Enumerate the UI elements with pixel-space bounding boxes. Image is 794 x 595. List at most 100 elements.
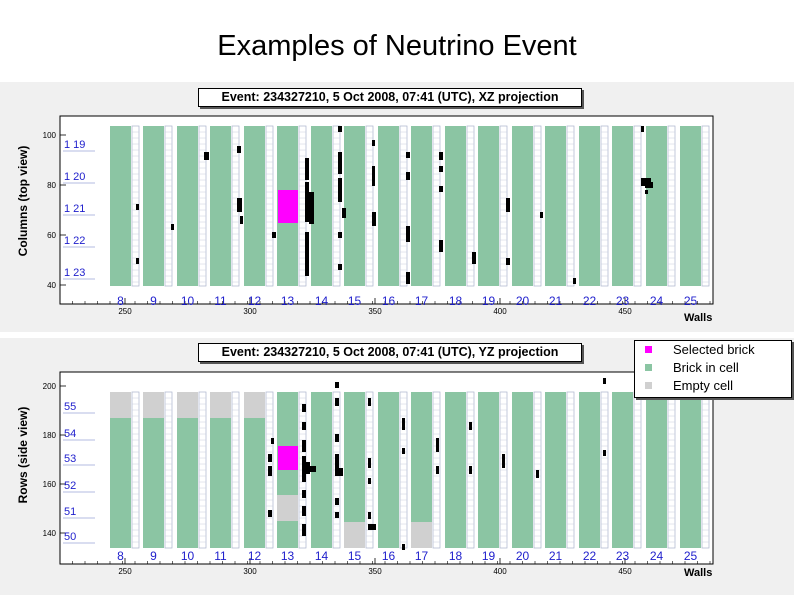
hit-mark xyxy=(406,226,410,242)
hit-mark xyxy=(335,512,339,518)
hit-mark xyxy=(406,272,410,284)
y-tick-label: 160 xyxy=(43,480,57,489)
x-tick-label: 300 xyxy=(243,307,257,316)
x-tick-label: 450 xyxy=(618,567,632,576)
empty-cell xyxy=(344,522,365,548)
brick-column xyxy=(344,126,365,286)
x-tick-label: 350 xyxy=(368,307,382,316)
brick-column xyxy=(545,126,566,286)
brick-column xyxy=(579,392,600,548)
wall-number: 15 xyxy=(348,294,362,308)
brick-column xyxy=(445,392,466,548)
xz-projection-panel: 250 300 350 400 450 100 80 60 40 8 9 10 11 12 13 14 15 16… xyxy=(0,82,794,332)
hit-mark xyxy=(536,470,539,478)
brick-column xyxy=(612,126,633,286)
hit-mark xyxy=(506,198,510,212)
hit-mark xyxy=(306,462,310,474)
wall-number: 13 xyxy=(281,294,295,308)
hit-mark xyxy=(302,404,306,412)
hit-mark xyxy=(372,166,375,186)
wall-number: 19 xyxy=(482,549,496,563)
tracker-strip xyxy=(265,125,274,287)
cell-label: 54 xyxy=(64,428,76,440)
legend-label-brick: Brick in cell xyxy=(673,360,739,375)
hit-mark xyxy=(402,448,405,454)
hit-mark xyxy=(271,438,274,444)
brick-column xyxy=(344,392,365,548)
hit-mark xyxy=(268,466,272,476)
wall-number: 20 xyxy=(516,294,530,308)
cell-label: 1 23 xyxy=(64,267,85,279)
hit-mark xyxy=(338,126,342,132)
y-tick-label: 60 xyxy=(47,231,56,240)
hit-mark xyxy=(603,450,606,456)
hit-mark xyxy=(436,438,439,452)
legend-swatch-brick xyxy=(645,364,652,371)
brick-column xyxy=(646,126,667,286)
hit-mark xyxy=(502,454,505,468)
hit-mark xyxy=(305,182,309,222)
hit-mark xyxy=(506,258,510,265)
hit-mark xyxy=(305,158,309,180)
hit-mark xyxy=(342,208,346,218)
hit-mark xyxy=(402,544,405,550)
hit-mark xyxy=(302,490,306,498)
hit-mark xyxy=(439,152,443,160)
tracker-strip xyxy=(667,125,676,287)
tracker-strip xyxy=(432,125,441,287)
wall-number: 10 xyxy=(181,294,195,308)
wall-number: 14 xyxy=(315,549,329,563)
cell-label: 53 xyxy=(64,453,76,465)
empty-cell xyxy=(177,392,198,418)
brick-column xyxy=(110,392,131,548)
hit-mark xyxy=(368,398,371,406)
selected-brick xyxy=(278,190,298,223)
hit-mark xyxy=(309,192,314,224)
legend: Selected brick Brick in cell Empty cell xyxy=(634,340,792,398)
brick-column xyxy=(680,392,701,548)
hit-mark xyxy=(335,382,339,388)
hit-mark xyxy=(439,240,443,252)
brick-column xyxy=(177,126,198,286)
hit-mark xyxy=(335,498,339,505)
cell-label: 1 20 xyxy=(64,171,85,183)
cell-label: 55 xyxy=(64,401,76,413)
hit-mark xyxy=(310,466,316,472)
wall-number: 16 xyxy=(382,294,396,308)
brick-column xyxy=(210,392,231,548)
hit-mark xyxy=(573,278,576,284)
y-tick-label: 80 xyxy=(47,181,56,190)
brick-column xyxy=(512,392,533,548)
wall-number: 13 xyxy=(281,549,295,563)
wall-number: 19 xyxy=(482,294,496,308)
wall-number: 25 xyxy=(684,549,698,563)
hit-mark xyxy=(439,166,443,172)
legend-label-selected: Selected brick xyxy=(673,342,755,357)
wall-number: 8 xyxy=(117,294,124,308)
brick-column xyxy=(210,126,231,286)
y-tick-label: 180 xyxy=(43,431,57,440)
wall-number: 20 xyxy=(516,549,530,563)
empty-cell xyxy=(143,392,164,418)
wall-number: 24 xyxy=(650,549,664,563)
hit-mark xyxy=(339,468,343,476)
brick-column xyxy=(378,126,399,286)
wall-number: 17 xyxy=(415,294,429,308)
hit-mark xyxy=(338,264,342,270)
hit-mark xyxy=(368,478,371,484)
empty-cell xyxy=(110,392,131,418)
brick-column xyxy=(311,392,332,548)
tracker-strip xyxy=(198,125,207,287)
hit-mark xyxy=(335,434,339,442)
tracker-strip xyxy=(633,125,642,287)
x-tick-label: 400 xyxy=(493,567,507,576)
x-tick-label: 300 xyxy=(243,567,257,576)
y-tick-label: 200 xyxy=(43,382,57,391)
hit-mark xyxy=(402,418,405,430)
wall-number: 11 xyxy=(214,549,227,563)
hit-mark xyxy=(603,378,606,384)
x-tick-label: 250 xyxy=(118,567,132,576)
brick-column xyxy=(311,126,332,286)
wall-number: 21 xyxy=(549,294,563,308)
hit-mark xyxy=(372,140,375,146)
